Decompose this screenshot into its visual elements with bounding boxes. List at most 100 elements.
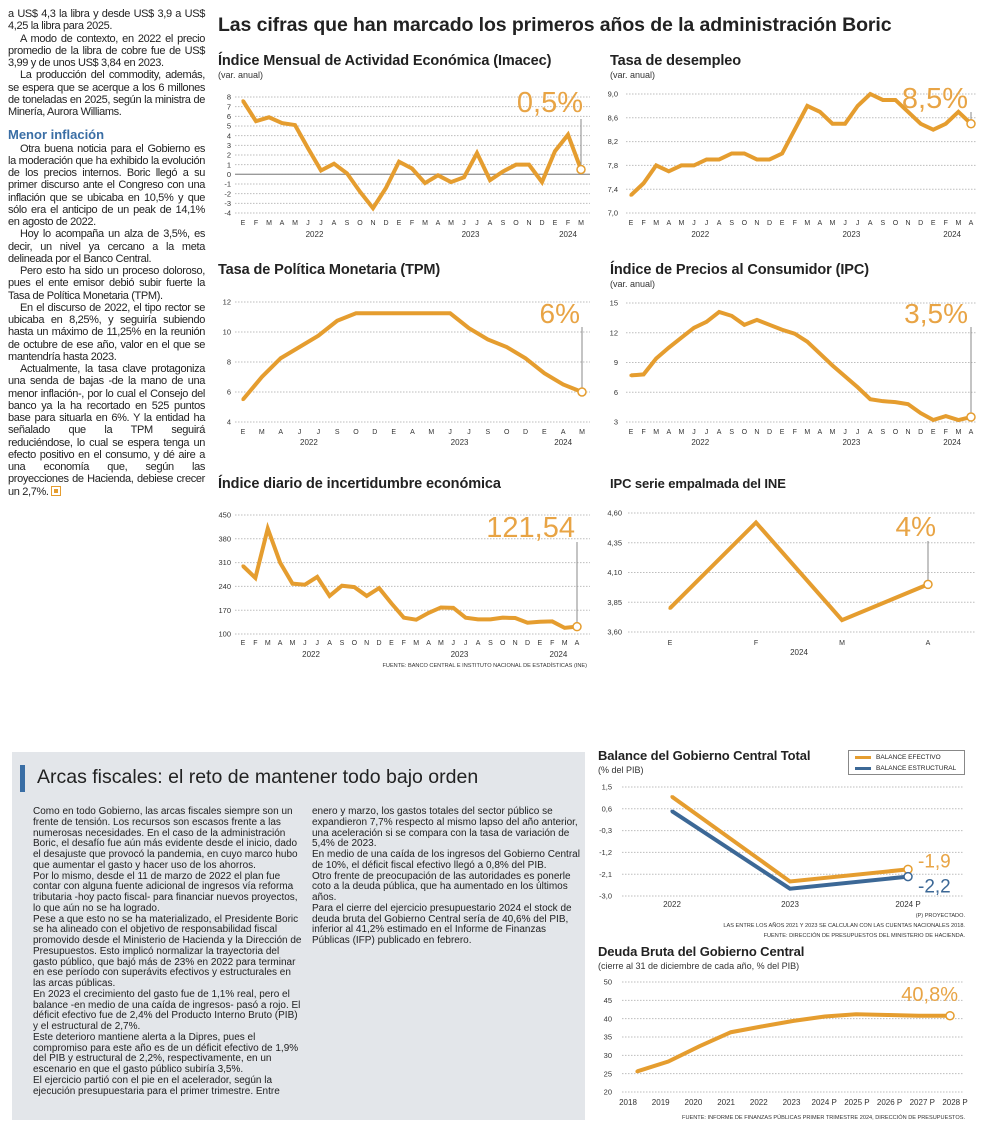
x-tick-label: E: [780, 220, 785, 227]
x-tick-label: F: [944, 220, 948, 227]
data-point: [919, 122, 923, 126]
data-point: [906, 402, 910, 406]
data-point: [730, 151, 734, 156]
data-point: [830, 122, 835, 126]
year-label: 2022: [300, 438, 318, 447]
data-point: [319, 168, 323, 173]
chart-note: FUENTE: DIRECCIÓN DE PRESUPUESTOS DEL MI…: [764, 932, 966, 939]
series-end-label: -2,2: [918, 877, 951, 898]
x-tick-label: E: [397, 220, 402, 227]
x-tick-label: N: [370, 220, 375, 227]
x-tick-label: S: [345, 220, 350, 227]
data-point: [641, 181, 646, 185]
data-point: [561, 382, 565, 387]
y-tick-label: 3: [614, 418, 618, 427]
y-tick-label: 4: [227, 418, 231, 427]
y-tick-label: 12: [223, 298, 231, 307]
x-tick-label: F: [793, 429, 797, 436]
x-tick-label: N: [526, 220, 531, 227]
y-tick-label: 12: [610, 328, 618, 337]
x-tick-label: J: [692, 429, 696, 436]
year-label: 2022: [691, 438, 709, 447]
x-tick-label: M: [422, 220, 428, 227]
paragraph: A modo de contexto, en 2022 el precio pr…: [8, 32, 205, 70]
x-tick-label: M: [578, 220, 584, 227]
data-point: [279, 356, 283, 360]
x-tick-label: M: [438, 640, 444, 647]
x-tick-label: D: [383, 220, 388, 227]
x-tick-label: E: [391, 429, 396, 436]
data-point: [451, 606, 455, 610]
paragraph: Por lo mismo, desde el 11 de marzo de 20…: [33, 870, 298, 914]
source-note: FUENTE: BANCO CENTRAL E INSTITUTO NACION…: [382, 662, 587, 669]
x-tick-label: O: [352, 640, 358, 647]
paragraph: La producción del commodity, además, se …: [8, 69, 205, 118]
paragraph: Hoy lo acompaña un alza de 3,5%, es deci…: [8, 228, 205, 265]
y-tick-label: 4,10: [607, 568, 622, 577]
x-tick-label: A: [476, 640, 481, 647]
x-tick-label: F: [550, 640, 554, 647]
data-point: [327, 594, 332, 598]
chart-subtitle-deuda: (cierre al 31 de diciembre de cada año, …: [598, 961, 800, 971]
x-tick-label: S: [340, 640, 345, 647]
data-point: [303, 583, 307, 587]
data-point: [755, 318, 759, 322]
data-point: [354, 311, 358, 315]
highlight-value-label: 0,5%: [517, 87, 583, 119]
series-line: [668, 519, 929, 623]
chart-subtitle-ipc: (var. anual): [610, 279, 656, 289]
data-point: [679, 163, 683, 167]
paragraph: Para el cierre del ejercicio presupuesta…: [312, 902, 572, 946]
data-point: [397, 160, 401, 164]
x-tick-label: M: [955, 220, 961, 227]
paragraph: Otro frente de preocupación de las autor…: [312, 870, 571, 903]
data-point: [448, 311, 452, 315]
paragraph: Este deterioro mantiene alerta a la Dipr…: [33, 1031, 299, 1075]
legend-item-estructural: BALANCE ESTRUCTURAL: [849, 763, 964, 773]
x-tick-label: N: [906, 429, 911, 436]
data-point: [698, 1044, 702, 1048]
x-tick-label: O: [742, 220, 748, 227]
chart-note: LAS ENTRE LOS AÑOS 2021 Y 2023 SE CALCUL…: [723, 922, 965, 929]
year-label: 2024: [550, 650, 568, 659]
data-point: [423, 181, 427, 185]
data-point: [843, 374, 847, 378]
data-point: [505, 345, 509, 349]
y-tick-label: 1,5: [602, 783, 612, 792]
y-tick-label: 7,4: [608, 185, 618, 194]
x-tick-label: J: [303, 640, 307, 647]
x-tick-label: D: [525, 640, 530, 647]
last-data-point: [966, 119, 976, 129]
y-tick-label: 9: [614, 358, 618, 367]
end-of-article-square-icon: [50, 485, 61, 496]
x-tick-label: A: [717, 429, 722, 436]
data-point: [856, 104, 860, 108]
data-point: [253, 576, 257, 580]
data-point: [267, 115, 271, 119]
data-point: [805, 104, 809, 108]
data-point: [563, 626, 567, 630]
data-point: [654, 163, 658, 167]
x-tick-label: A: [818, 429, 823, 436]
data-point: [944, 414, 948, 418]
y-tick-label: 6: [227, 112, 231, 121]
x-tick-label: E: [629, 220, 634, 227]
data-point: [780, 151, 784, 156]
data-point: [780, 328, 784, 332]
x-tick-label: F: [944, 429, 948, 436]
data-point: [306, 146, 310, 150]
data-point: [881, 98, 885, 102]
x-tick-label: F: [566, 220, 570, 227]
year-label: 2023: [842, 230, 860, 239]
y-tick-label: 240: [218, 582, 231, 591]
data-point: [668, 606, 672, 610]
data-point: [793, 332, 797, 336]
paragraph: En 2023 el crecimiento del gasto fue de …: [33, 988, 301, 1032]
x-tick-label: F: [641, 429, 645, 436]
data-point: [335, 319, 339, 323]
data-point: [475, 151, 479, 155]
data-point: [316, 334, 320, 338]
x-tick-label: O: [353, 429, 359, 436]
